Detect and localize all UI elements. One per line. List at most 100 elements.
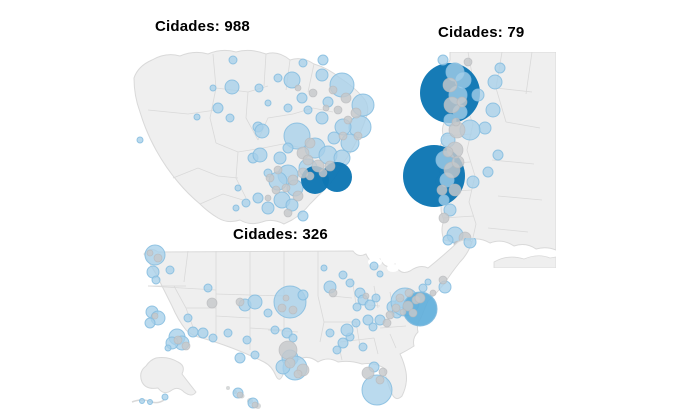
city-bubble[interactable] [322, 104, 330, 112]
city-bubble[interactable] [442, 234, 454, 246]
city-bubble[interactable] [362, 292, 370, 300]
city-bubble[interactable] [297, 210, 309, 222]
city-bubble[interactable] [485, 102, 501, 118]
city-bubble[interactable] [161, 393, 169, 401]
city-bubble[interactable] [252, 147, 268, 163]
city-bubble[interactable] [296, 92, 308, 104]
city-bubble[interactable] [317, 54, 329, 66]
city-bubble[interactable] [338, 270, 348, 280]
city-bubble[interactable] [282, 294, 290, 302]
geo-map-brazil[interactable] [118, 48, 382, 238]
city-bubble[interactable] [241, 198, 251, 208]
city-bubble[interactable] [385, 310, 395, 320]
city-bubble[interactable] [429, 289, 437, 297]
city-bubble[interactable] [283, 103, 293, 113]
city-bubble[interactable] [147, 399, 153, 405]
city-bubble[interactable] [209, 84, 217, 92]
city-bubble[interactable] [294, 84, 302, 92]
city-bubble[interactable] [282, 142, 294, 154]
city-bubble[interactable] [263, 308, 273, 318]
city-bubble[interactable] [456, 96, 468, 108]
city-bubble[interactable] [250, 350, 260, 360]
city-bubble[interactable] [376, 270, 384, 278]
city-bubble[interactable] [277, 303, 287, 313]
city-bubble[interactable] [352, 302, 362, 312]
city-bubble[interactable] [293, 369, 303, 379]
city-bubble[interactable] [281, 183, 291, 193]
city-bubble[interactable] [283, 208, 293, 218]
city-bubble[interactable] [494, 62, 506, 74]
city-bubble[interactable] [284, 357, 296, 369]
city-bubble[interactable] [414, 292, 426, 304]
city-bubble[interactable] [438, 194, 450, 206]
city-bubble[interactable] [273, 151, 287, 165]
city-bubble[interactable] [270, 325, 280, 335]
city-bubble[interactable] [320, 264, 328, 272]
city-bubble[interactable] [232, 204, 240, 212]
city-bubble[interactable] [224, 79, 240, 95]
city-bubble[interactable] [223, 328, 233, 338]
city-bubble[interactable] [298, 58, 308, 68]
city-bubble[interactable] [463, 238, 477, 249]
city-bubble[interactable] [371, 293, 381, 303]
city-bubble[interactable] [337, 337, 349, 349]
city-bubble[interactable] [333, 105, 343, 115]
city-bubble[interactable] [382, 318, 392, 328]
city-bubble[interactable] [395, 293, 405, 303]
city-bubble[interactable] [328, 288, 338, 298]
city-bubble[interactable] [345, 278, 355, 288]
city-bubble[interactable] [328, 85, 338, 95]
city-bubble[interactable] [466, 175, 480, 189]
city-bubble[interactable] [324, 160, 336, 172]
city-bubble[interactable] [487, 74, 503, 90]
city-bubble[interactable] [236, 391, 244, 399]
city-bubble[interactable] [254, 123, 270, 139]
city-bubble[interactable] [327, 131, 341, 145]
city-bubble[interactable] [242, 335, 252, 345]
city-bubble[interactable] [235, 297, 245, 307]
city-bubble[interactable] [153, 253, 163, 263]
city-bubble[interactable] [361, 366, 375, 380]
city-bubble[interactable] [193, 113, 201, 121]
city-bubble[interactable] [438, 275, 448, 285]
city-bubble[interactable] [408, 308, 418, 318]
city-bubble[interactable] [144, 317, 156, 329]
city-bubble[interactable] [212, 102, 224, 114]
city-bubble[interactable] [203, 283, 213, 293]
city-bubble[interactable] [438, 212, 450, 224]
city-bubble[interactable] [283, 71, 301, 89]
city-bubble[interactable] [247, 294, 263, 310]
city-bubble[interactable] [206, 297, 218, 309]
city-bubble[interactable] [305, 171, 315, 181]
city-bubble[interactable] [463, 57, 473, 67]
city-bubble[interactable] [304, 137, 316, 149]
city-bubble[interactable] [375, 375, 385, 385]
city-bubble[interactable] [471, 88, 485, 102]
city-bubble[interactable] [362, 314, 374, 326]
city-bubble[interactable] [443, 203, 457, 217]
city-bubble[interactable] [361, 374, 393, 406]
city-bubble[interactable] [225, 113, 235, 123]
city-bubble[interactable] [369, 261, 379, 271]
city-bubble[interactable] [271, 185, 281, 195]
city-bubble[interactable] [273, 73, 283, 83]
city-bubble[interactable] [288, 305, 298, 315]
city-bubble[interactable] [315, 111, 329, 125]
city-bubble[interactable] [451, 155, 465, 169]
city-bubble[interactable] [492, 149, 504, 161]
city-bubble[interactable] [482, 166, 494, 178]
city-bubble[interactable] [285, 198, 299, 212]
city-bubble[interactable] [368, 322, 378, 332]
city-bubble[interactable] [151, 312, 159, 320]
city-bubble[interactable] [378, 367, 388, 377]
city-bubble[interactable] [358, 342, 368, 352]
city-bubble[interactable] [353, 131, 363, 141]
city-bubble[interactable] [442, 77, 458, 93]
city-bubble[interactable] [136, 136, 144, 144]
city-bubble[interactable] [173, 335, 183, 345]
city-bubble[interactable] [311, 159, 325, 173]
city-bubble[interactable] [183, 313, 193, 323]
city-bubble[interactable] [351, 318, 361, 328]
city-bubble[interactable] [315, 68, 329, 82]
city-bubble[interactable] [181, 341, 191, 351]
